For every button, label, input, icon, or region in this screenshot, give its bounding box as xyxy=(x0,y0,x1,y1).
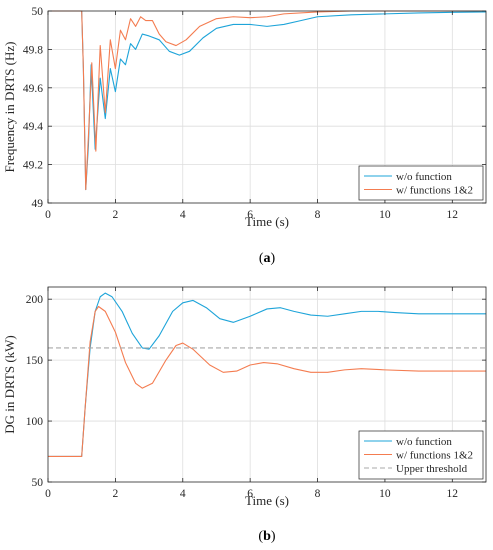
chart-panel-b: 0 2 4 6 8 10 12 50 100 150 200 Time (s) DG in DRTS (… xyxy=(2,286,487,544)
x-tick-label: 8 xyxy=(315,209,321,221)
y-axis-label: Frequency in DRTS (Hz) xyxy=(2,42,17,173)
x-axis-label: Time (s) xyxy=(245,493,289,508)
y-tick-label: 49.2 xyxy=(23,160,43,172)
x-tick-label: 12 xyxy=(447,488,459,500)
y-tick-label: 50 xyxy=(32,477,44,489)
x-tick-label: 0 xyxy=(45,488,51,500)
chart-panel-a: 0 2 4 6 8 10 12 49 49.2 49.4 49.6 49.8 50 Time (s) Fre… xyxy=(2,6,487,266)
x-tick-label: 4 xyxy=(180,209,186,221)
x-tick-label: 0 xyxy=(45,209,51,221)
series-line-0 xyxy=(48,292,486,457)
y-tick-label: 49.8 xyxy=(23,44,43,56)
x-tick-label: 2 xyxy=(113,488,119,500)
legend-box xyxy=(358,165,484,201)
series-line-0 xyxy=(48,10,486,191)
x-tick-label: 4 xyxy=(180,488,186,500)
y-axis-label: DG in DRTS (kW) xyxy=(2,335,17,434)
legend-label-0: w/o function xyxy=(396,436,452,448)
x-tick-label: 12 xyxy=(447,209,459,221)
y-tick-label: 49 xyxy=(32,198,44,210)
figure-caption: (b) xyxy=(258,529,275,544)
x-tick-label: 10 xyxy=(379,488,391,500)
y-tick-label: 200 xyxy=(26,294,44,306)
legend-label-0: w/o function xyxy=(396,171,452,183)
legend: w/o function w/ functions 1&2 xyxy=(358,165,484,201)
y-tick-label: 49.4 xyxy=(23,121,43,133)
legend-label-2: Upper threshold xyxy=(396,463,468,475)
legend-label-1: w/ functions 1&2 xyxy=(396,450,473,462)
x-tick-label: 6 xyxy=(247,209,253,221)
figure-caption: (a) xyxy=(259,251,276,266)
x-tick-label: 8 xyxy=(315,488,321,500)
x-tick-label: 10 xyxy=(379,209,391,221)
series-line-1 xyxy=(48,305,486,457)
legend-label-1: w/ functions 1&2 xyxy=(396,185,473,197)
y-tick-label: 150 xyxy=(26,355,44,367)
x-tick-label: 2 xyxy=(113,209,119,221)
y-tick-label: 49.6 xyxy=(23,83,43,95)
y-tick-label: 50 xyxy=(32,6,44,18)
series-line-1 xyxy=(48,10,486,191)
x-tick-label: 6 xyxy=(247,488,253,500)
axes-frame xyxy=(47,286,487,483)
x-axis-label: Time (s) xyxy=(245,214,289,229)
y-tick-label: 100 xyxy=(26,416,44,428)
axes-frame xyxy=(47,10,487,204)
